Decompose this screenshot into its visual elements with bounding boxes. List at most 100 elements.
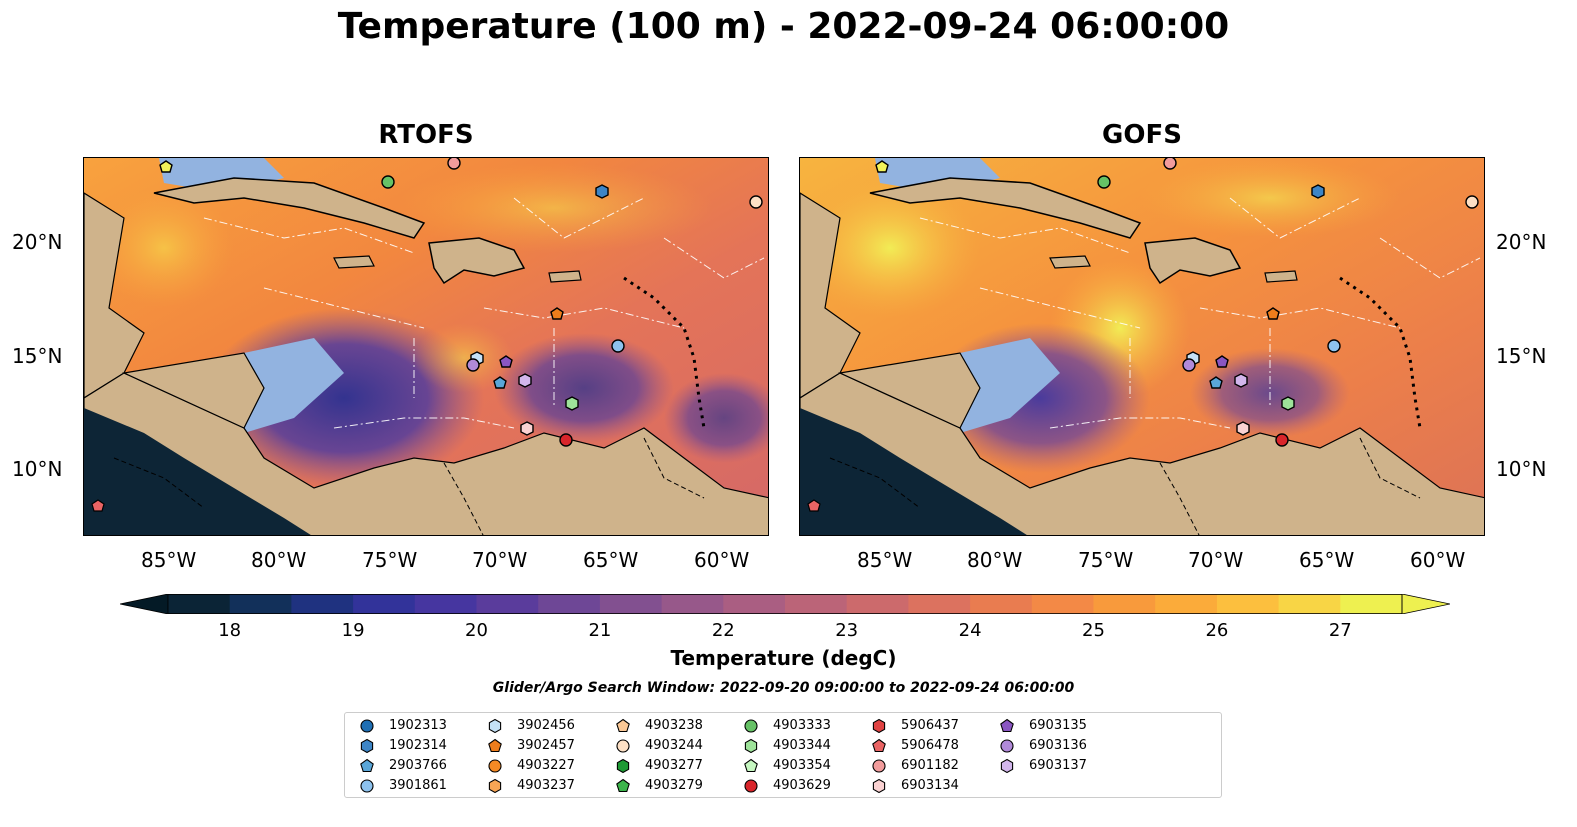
legend-label: 4903244 [645,738,703,753]
gofs-map-canvas [800,158,1484,535]
colorbar-tick-label: 22 [711,620,735,641]
lon-tick-85w: 85°W [141,548,197,572]
colorbar-tick-label: 19 [341,620,365,641]
colorbar-segment [414,594,477,614]
lon-tick-85w: 85°W [857,548,913,572]
colorbar-tick-label: 26 [1205,620,1229,641]
colorbar-segment [970,594,1033,614]
colorbar-segment [1340,594,1403,614]
colorbar-tick-label: 24 [958,620,982,641]
lon-tick-75w: 75°W [1078,548,1134,572]
colorbar-segment [1155,594,1218,614]
circle-marker-icon [744,779,758,793]
pentagon-marker-icon [872,738,886,753]
legend-label: 1902313 [389,718,447,733]
pentagon-marker-icon [360,758,374,773]
lat-tick-15n: 15°N [1496,344,1547,368]
lat-tick-10n: 10°N [12,457,63,481]
rtofs-map-canvas [84,158,768,535]
circle-marker-icon [488,759,502,773]
hexagon-marker-icon [1000,758,1014,774]
legend-label: 3901861 [389,778,447,793]
legend-label: 5906478 [901,738,959,753]
legend-label: 6903134 [901,778,959,793]
legend-label: 3902456 [517,718,575,733]
lat-tick-20n: 20°N [1496,230,1547,254]
legend-label: 6901182 [901,758,959,773]
circle-marker-icon [360,779,374,793]
gofs-map [799,157,1485,536]
figure-title: Temperature (100 m) - 2022-09-24 06:00:0… [337,6,1230,47]
legend-label: 4903629 [773,778,831,793]
panel-title-gofs: GOFS [1102,120,1182,150]
hexagon-marker-icon [616,758,630,774]
lon-tick-80w: 80°W [967,548,1023,572]
colorbar-segment [476,594,539,614]
colorbar-segment [1216,594,1280,614]
colorbar-label: Temperature (degC) [670,646,897,670]
colorbar-segment [1031,594,1094,614]
legend-label: 5906437 [901,718,959,733]
colorbar-segment [723,594,786,614]
legend-label: 4903238 [645,718,703,733]
rtofs-map [83,157,769,536]
lat-tick-15n: 15°N [12,344,63,368]
colorbar-tick-label: 21 [588,620,612,641]
legend-label: 6903135 [1029,718,1087,733]
colorbar-segment [229,594,292,614]
lon-tick-60w: 60°W [694,548,750,572]
legend-label: 2903766 [389,758,447,773]
colorbar-tick-label: 20 [465,620,488,641]
colorbar-segment [1093,594,1156,614]
pentagon-marker-icon [488,738,502,753]
legend-label: 4903227 [517,758,575,773]
legend-label: 6903136 [1029,738,1087,753]
legend-label: 4903277 [645,758,703,773]
lon-tick-70w: 70°W [472,548,528,572]
colorbar-extend-high [1401,594,1450,614]
colorbar-segment [908,594,971,614]
colorbar-segment [291,594,354,614]
colorbar-segment [599,594,663,614]
legend-label: 6903137 [1029,758,1087,773]
lon-tick-65w: 65°W [1299,548,1355,572]
lon-tick-80w: 80°W [251,548,307,572]
pentagon-marker-icon [744,758,758,773]
lon-tick-60w: 60°W [1410,548,1466,572]
hexagon-marker-icon [488,778,502,794]
legend-label: 1902314 [389,738,447,753]
legend-label: 3902457 [517,738,575,753]
colorbar-segment [846,594,909,614]
colorbar-segment [661,594,724,614]
lon-tick-75w: 75°W [362,548,418,572]
float-legend: 1902313 1902314 2903766 3901861 3902456 39024… [344,712,1222,798]
hexagon-marker-icon [872,778,886,794]
legend-label: 4903344 [773,738,831,753]
colorbar [120,594,1450,614]
colorbar-extend-low [120,594,169,614]
colorbar-tick-label: 27 [1328,620,1352,641]
colorbar-tick-label: 23 [835,620,859,641]
pentagon-marker-icon [616,778,630,793]
colorbar-tick-label: 25 [1082,620,1105,641]
lon-tick-65w: 65°W [583,548,639,572]
lat-tick-20n: 20°N [12,230,63,254]
colorbar-segment [353,594,416,614]
colorbar-segment [538,594,601,614]
legend-label: 4903333 [773,718,831,733]
hexagon-marker-icon [488,718,502,734]
lat-tick-10n: 10°N [1496,457,1547,481]
legend-label: 4903354 [773,758,831,773]
lon-tick-70w: 70°W [1188,548,1244,572]
hexagon-marker-icon [360,738,374,754]
legend-label: 4903279 [645,778,703,793]
legend-label: 4903237 [517,778,575,793]
hexagon-marker-icon [744,738,758,754]
search-window-text: Glider/Argo Search Window: 2022-09-20 09… [492,680,1075,696]
panel-title-rtofs: RTOFS [378,120,474,150]
pentagon-marker-icon [1000,718,1014,733]
colorbar-segment [1278,594,1341,614]
circle-marker-icon [1000,739,1014,753]
colorbar-segment [168,594,231,614]
hexagon-marker-icon [872,718,886,734]
